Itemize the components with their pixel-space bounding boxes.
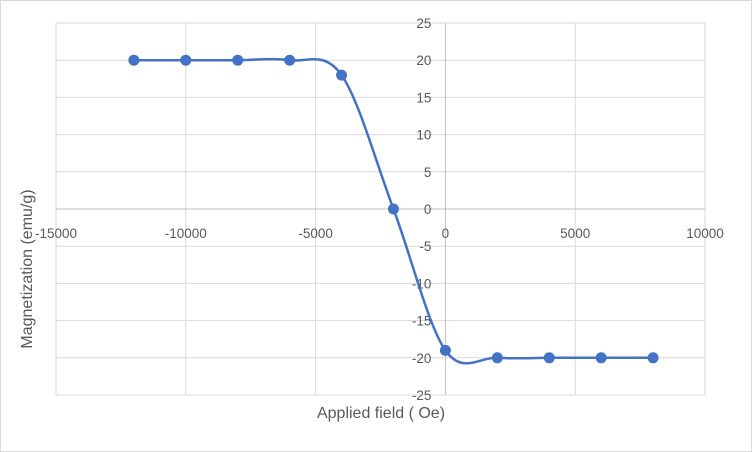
x-tick-labels: -15000 -10000 -5000 0 5000 10000 bbox=[35, 226, 724, 241]
data-point bbox=[284, 54, 296, 66]
data-point bbox=[595, 352, 607, 364]
y-tick-label: 15 bbox=[416, 90, 431, 105]
x-tick-label: -10000 bbox=[165, 226, 207, 241]
x-axis-title: Applied field ( Oe) bbox=[317, 405, 445, 422]
y-tick-label: 0 bbox=[424, 202, 432, 217]
data-point bbox=[387, 203, 399, 215]
y-tick-label: -20 bbox=[412, 351, 432, 366]
y-tick-labels: 25 20 15 10 5 0 -5 -10 -15 -20 -25 bbox=[412, 16, 432, 403]
data-point bbox=[128, 54, 140, 66]
x-tick-label: -5000 bbox=[298, 226, 333, 241]
y-tick-label: -25 bbox=[412, 388, 432, 403]
x-tick-label: 5000 bbox=[560, 226, 590, 241]
axes bbox=[56, 23, 705, 395]
data-point bbox=[232, 54, 244, 66]
data-point bbox=[491, 352, 503, 364]
x-tick-label: 10000 bbox=[686, 226, 724, 241]
y-tick-label: -15 bbox=[412, 314, 432, 329]
y-tick-label: 5 bbox=[424, 165, 432, 180]
data-point bbox=[543, 352, 555, 364]
x-tick-label: -15000 bbox=[35, 226, 77, 241]
series-layer bbox=[128, 54, 659, 365]
y-tick-label: 10 bbox=[416, 128, 431, 143]
data-point bbox=[647, 352, 659, 364]
data-point bbox=[336, 69, 348, 81]
y-tick-label: 20 bbox=[416, 53, 431, 68]
y-axis-title: Magnetization (emu/g) bbox=[19, 189, 36, 348]
x-tick-label: 0 bbox=[442, 226, 450, 241]
data-point bbox=[439, 344, 451, 356]
y-tick-label: -10 bbox=[412, 276, 432, 291]
data-point bbox=[180, 54, 192, 66]
y-tick-label: 25 bbox=[416, 16, 431, 31]
y-tick-label: -5 bbox=[419, 239, 431, 254]
